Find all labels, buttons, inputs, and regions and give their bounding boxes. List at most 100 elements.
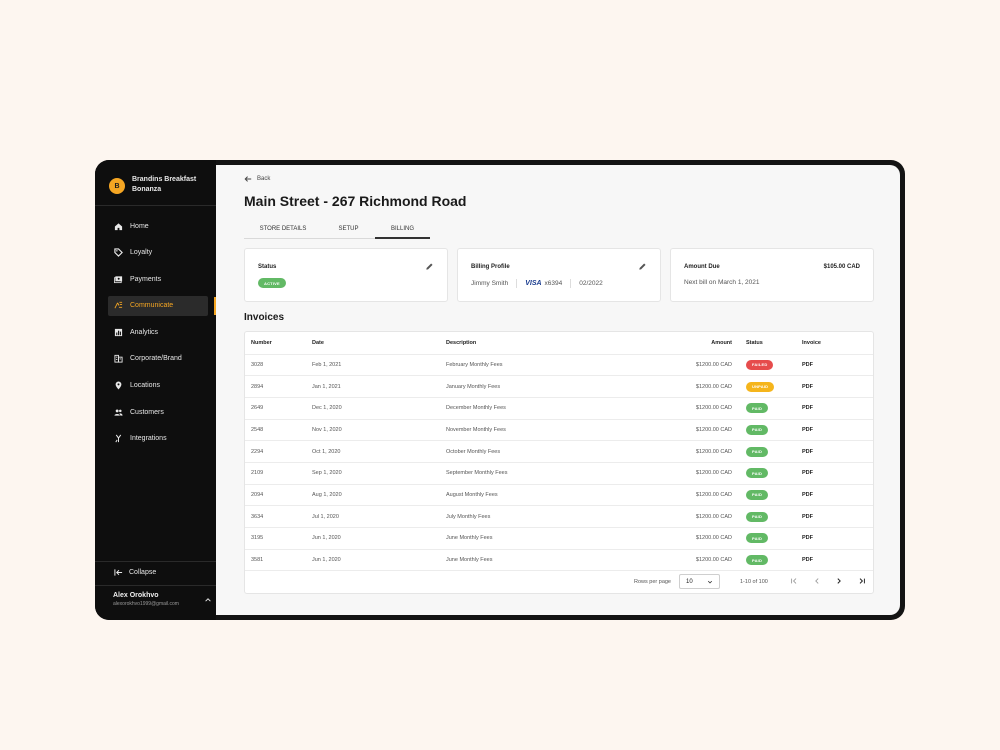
invoice-date: Sep 1, 2020: [312, 462, 446, 485]
merge-icon: [114, 434, 123, 443]
table-row[interactable]: 2294 Oct 1, 2020 October Monthly Fees $1200…: [245, 440, 873, 463]
column-header-number[interactable]: Number: [245, 332, 312, 355]
column-header-status[interactable]: Status: [736, 332, 802, 355]
user-email: alexorokhvo1999@gmail.com: [113, 601, 179, 607]
table-row[interactable]: 3634 Jul 1, 2020 July Monthly Fees $1200.00…: [245, 505, 873, 528]
collapse-button[interactable]: Collapse: [114, 568, 156, 577]
invoice-status-cell: PAID: [736, 462, 802, 485]
table-row[interactable]: 2649 Dec 1, 2020 December Monthly Fees $120…: [245, 397, 873, 420]
last-page-icon[interactable]: [857, 576, 866, 585]
column-header-invoice[interactable]: Invoice: [802, 332, 873, 355]
invoice-amount: $1200.00 CAD: [621, 462, 736, 485]
billing-profile-card: Billing Profile Jimmy Smith VISA x6394 0…: [457, 248, 661, 302]
sidebar-divider: [95, 205, 216, 206]
first-page-icon[interactable]: [789, 576, 798, 585]
column-header-amount[interactable]: Amount: [621, 332, 736, 355]
sidebar-item-home[interactable]: Home: [108, 216, 208, 236]
table-row[interactable]: 2894 Jan 1, 2021 January Monthly Fees $1200…: [245, 375, 873, 398]
invoice-pdf-link[interactable]: PDF: [802, 462, 873, 485]
status-badge: PAID: [746, 446, 769, 457]
invoice-date: Feb 1, 2021: [312, 354, 446, 377]
status-badge: PAID: [746, 403, 769, 414]
arrow-left-icon: [244, 176, 252, 182]
pagination-range: 1-10 of 100: [740, 579, 768, 585]
back-link[interactable]: Back: [244, 175, 270, 183]
invoice-status-cell: PAID: [736, 440, 802, 463]
column-header-description[interactable]: Description: [446, 332, 621, 355]
sidebar-item-label: Communicate: [130, 302, 174, 310]
chevron-down-icon: [707, 580, 713, 584]
table-row[interactable]: 3195 Jun 1, 2020 June Monthly Fees $1200.00…: [245, 527, 873, 550]
rows-per-page-value: 10: [686, 578, 693, 585]
rows-per-page-label: Rows per page: [634, 579, 671, 585]
invoice-amount: $1200.00 CAD: [621, 484, 736, 507]
sidebar-item-communicate[interactable]: Communicate: [108, 295, 208, 316]
next-bill-text: Next bill on March 1, 2021: [684, 279, 760, 286]
edit-billing-icon[interactable]: [638, 262, 647, 271]
tab-billing[interactable]: BILLING: [375, 220, 430, 239]
invoice-pdf-link[interactable]: PDF: [802, 354, 873, 377]
sidebar-item-label: Loyalty: [130, 249, 153, 257]
invoice-amount: $1200.00 CAD: [621, 549, 736, 572]
table-row[interactable]: 3028 Feb 1, 2021 February Monthly Fees $120…: [245, 354, 873, 377]
sidebar-item-loyalty[interactable]: Loyalty: [108, 243, 208, 263]
invoice-pdf-link[interactable]: PDF: [802, 527, 873, 550]
invoice-amount: $1200.00 CAD: [621, 440, 736, 463]
table-row[interactable]: 2094 Aug 1, 2020 August Monthly Fees $1200.…: [245, 484, 873, 507]
sidebar-item-analytics[interactable]: Analytics: [108, 322, 208, 342]
divider: [516, 279, 518, 288]
invoice-pdf-link[interactable]: PDF: [802, 419, 873, 442]
status-badge: PAID: [746, 511, 769, 522]
invoice-pdf-link[interactable]: PDF: [802, 505, 873, 528]
invoice-description: July Monthly Fees: [446, 505, 621, 528]
user-name: Alex Orokhvo: [113, 592, 159, 599]
home-icon: [114, 222, 123, 231]
amount-due-card: Amount Due $105.00 CAD Next bill on Marc…: [670, 248, 874, 302]
brand[interactable]: B Brandins Breakfast Bonanza: [109, 175, 209, 195]
collapse-label: Collapse: [129, 569, 157, 576]
invoice-pdf-link[interactable]: PDF: [802, 440, 873, 463]
card-last4: x6394: [544, 280, 563, 287]
analytics-icon: [114, 328, 123, 337]
tab-bar: STORE DETAILS SETUP BILLING: [244, 220, 430, 239]
edit-status-icon[interactable]: [425, 262, 434, 271]
invoice-number: 3634: [245, 505, 312, 528]
rows-per-page-select[interactable]: 10: [679, 574, 720, 589]
chevron-up-icon[interactable]: [204, 596, 212, 604]
previous-page-icon[interactable]: [812, 576, 821, 585]
status-badge: PAID: [746, 424, 769, 435]
invoice-pdf-link[interactable]: PDF: [802, 484, 873, 507]
invoice-status-cell: PAID: [736, 419, 802, 442]
status-badge: PAID: [746, 489, 769, 500]
column-header-date[interactable]: Date: [312, 332, 446, 355]
invoice-pdf-link[interactable]: PDF: [802, 397, 873, 420]
sidebar-item-payments[interactable]: Payments: [108, 269, 208, 289]
back-label: Back: [257, 176, 271, 182]
invoice-status-cell: UNPAID: [736, 375, 802, 398]
sidebar-item-customers[interactable]: Customers: [108, 402, 208, 422]
page-title: Main Street - 267 Richmond Road: [244, 193, 467, 209]
card-expiry: 02/2022: [579, 280, 603, 287]
invoice-description: August Monthly Fees: [446, 484, 621, 507]
tab-setup[interactable]: SETUP: [338, 226, 359, 232]
next-page-icon[interactable]: [834, 576, 843, 585]
tab-store-details[interactable]: STORE DETAILS: [259, 226, 307, 232]
table-row[interactable]: 2109 Sep 1, 2020 September Monthly Fees $12…: [245, 462, 873, 485]
invoice-status-cell: PAID: [736, 505, 802, 528]
invoice-status-cell: FAILED: [736, 354, 802, 377]
divider: [570, 279, 572, 288]
table-row[interactable]: 2548 Nov 1, 2020 November Monthly Fees $120…: [245, 419, 873, 442]
status-badge: UNPAID: [746, 381, 775, 392]
invoice-description: January Monthly Fees: [446, 375, 621, 398]
user-profile[interactable]: Alex Orokhvo alexorokhvo1999@gmail.com: [113, 592, 211, 607]
sidebar-item-integrations[interactable]: Integrations: [108, 429, 208, 449]
invoice-description: November Monthly Fees: [446, 419, 621, 442]
invoice-pdf-link[interactable]: PDF: [802, 549, 873, 572]
invoice-date: Jan 1, 2021: [312, 375, 446, 398]
sidebar-item-corporate-brand[interactable]: Corporate/Brand: [108, 349, 208, 369]
sidebar: B Brandins Breakfast Bonanza Home Loyalt…: [95, 160, 216, 620]
table-row[interactable]: 3581 Jun 1, 2020 June Monthly Fees $1200.00…: [245, 549, 873, 572]
sidebar-item-locations[interactable]: Locations: [108, 376, 208, 396]
invoice-pdf-link[interactable]: PDF: [802, 375, 873, 398]
sidebar-divider: [95, 561, 216, 562]
